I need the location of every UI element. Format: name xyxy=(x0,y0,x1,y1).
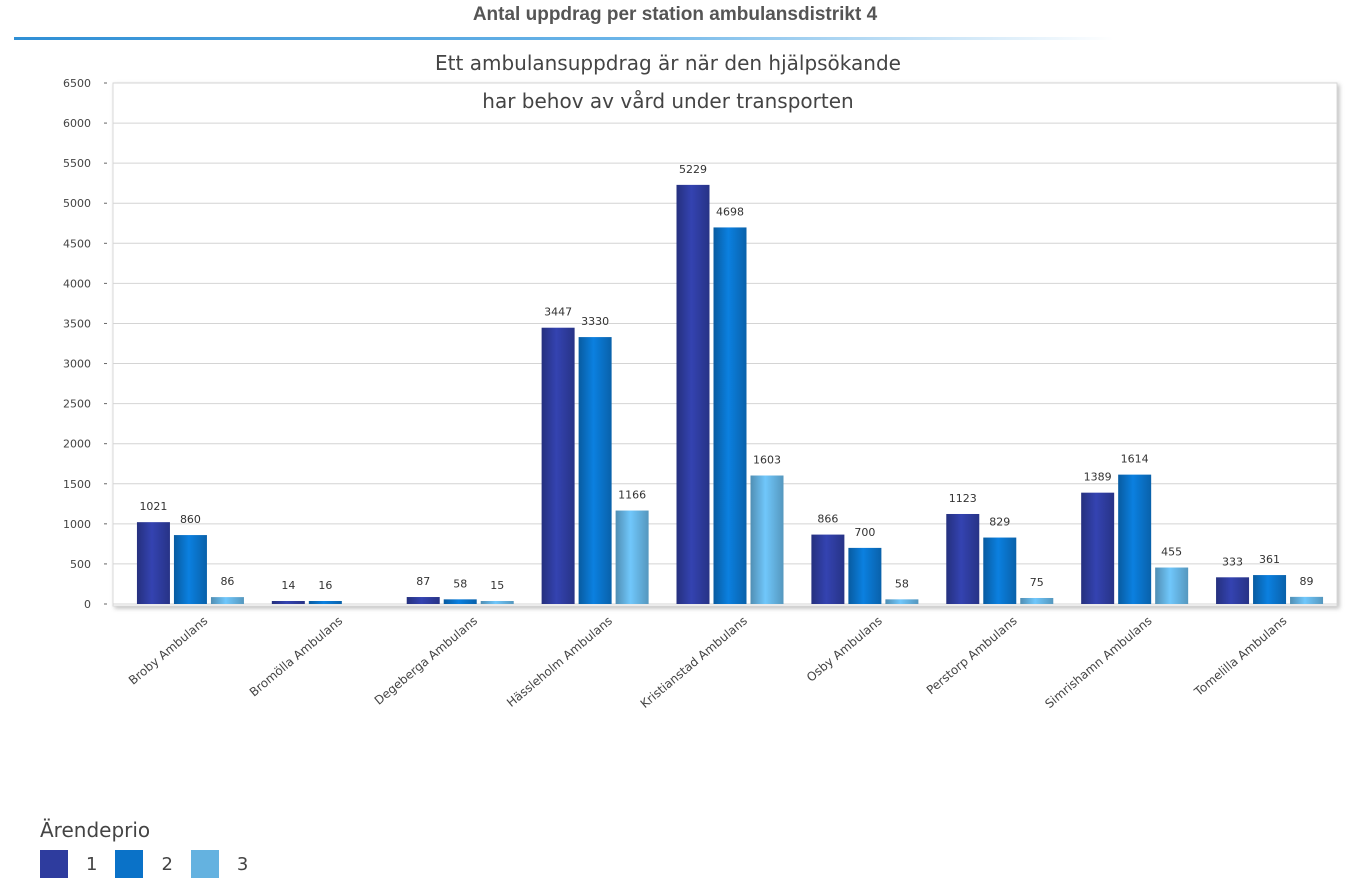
y-tick-label: 1500 xyxy=(63,478,91,491)
bar-2-0 xyxy=(173,535,207,604)
chart-title: Antal uppdrag per station ambulansdistri… xyxy=(472,4,878,25)
x-category-label: Simrishamn Ambulans xyxy=(1042,614,1154,711)
y-tick-label: 4500 xyxy=(63,237,91,250)
x-category-label: Hässleholm Ambulans xyxy=(504,614,615,710)
data-label: 16 xyxy=(318,579,332,592)
data-label: 3447 xyxy=(544,306,572,319)
data-label: 14 xyxy=(281,579,295,592)
data-label: 1021 xyxy=(139,500,167,513)
bar-2-2 xyxy=(443,599,477,604)
data-label: 455 xyxy=(1161,546,1182,559)
bar-2-6 xyxy=(983,537,1017,604)
x-category-label: Perstorp Ambulans xyxy=(924,614,1020,698)
y-tick-label: 2500 xyxy=(63,398,91,411)
bar-1-4 xyxy=(676,184,710,604)
y-axis: 0 500 1000 1500 2000 2500 3000 3500 4000 4500 5000… xyxy=(63,77,107,611)
bar-2-5 xyxy=(848,547,882,604)
data-label: 333 xyxy=(1222,555,1243,568)
bar-3-4 xyxy=(750,475,784,604)
data-label: 89 xyxy=(1300,575,1314,588)
data-label: 75 xyxy=(1030,576,1044,589)
bar-3-8 xyxy=(1290,596,1324,604)
y-tick-label: 1000 xyxy=(63,518,91,531)
data-label: 3330 xyxy=(581,315,609,328)
bar-1-6 xyxy=(946,513,980,604)
legend-label: 2 xyxy=(161,853,173,875)
data-label: 5229 xyxy=(679,163,707,176)
bar-1-7 xyxy=(1081,492,1115,604)
bar-2-4 xyxy=(713,227,747,604)
x-category-label: Bromölla Ambulans xyxy=(247,614,345,700)
legend-item-2: 2 xyxy=(115,850,173,878)
data-label: 1123 xyxy=(949,492,977,505)
title-underline xyxy=(14,37,1114,40)
data-label: 1166 xyxy=(618,489,646,502)
y-tick-label: 5500 xyxy=(63,157,91,170)
legend-title: Ärendeprio xyxy=(40,818,151,842)
data-label: 829 xyxy=(989,516,1010,529)
legend-item-3: 3 xyxy=(190,850,249,878)
bar-2-3 xyxy=(578,337,612,604)
data-label: 1389 xyxy=(1084,471,1112,484)
legend-swatch xyxy=(190,850,219,878)
y-tick-label: 5000 xyxy=(63,197,91,210)
legend-item-1: 1 xyxy=(40,850,97,878)
legend-label: 1 xyxy=(86,853,98,875)
bar-1-8 xyxy=(1216,577,1250,604)
bar-3-2 xyxy=(480,601,514,604)
bars xyxy=(136,184,1324,604)
bar-1-1 xyxy=(271,601,305,604)
data-label: 866 xyxy=(817,513,838,526)
y-tick-label: 4000 xyxy=(63,277,91,290)
y-tick-label: 2000 xyxy=(63,438,91,451)
y-tick-label: 0 xyxy=(84,598,91,611)
x-category-label: Degeberga Ambulans xyxy=(372,614,480,708)
x-category-label: Osby Ambulans xyxy=(804,614,885,685)
bar-1-0 xyxy=(136,522,170,604)
legend-label: 3 xyxy=(236,853,249,875)
y-tick-label: 6000 xyxy=(63,117,91,130)
legend: 1 2 3 xyxy=(40,850,266,878)
x-category-label: Kristianstad Ambulans xyxy=(638,614,750,711)
bar-3-5 xyxy=(885,599,919,604)
bar-3-3 xyxy=(615,510,649,604)
bar-1-2 xyxy=(406,597,440,604)
x-category-label: Broby Ambulans xyxy=(126,614,210,688)
bar-1-5 xyxy=(811,534,845,604)
bar-1-3 xyxy=(541,327,575,604)
data-label: 87 xyxy=(416,575,430,588)
y-tick-label: 500 xyxy=(70,558,91,571)
data-label: 86 xyxy=(220,575,234,588)
y-tick-label: 6500 xyxy=(63,77,91,90)
bar-2-7 xyxy=(1118,474,1152,604)
x-category-label: Tomelilla Ambulans xyxy=(1191,614,1290,700)
bar-3-6 xyxy=(1020,597,1054,604)
data-label: 4698 xyxy=(716,205,744,218)
data-labels: 1021 860 86 14 16 87 58 15 3447 3330 1166 5229 4698 1… xyxy=(139,163,1313,592)
data-label: 1603 xyxy=(753,454,781,467)
data-label: 15 xyxy=(490,579,504,592)
y-tick-label: 3500 xyxy=(63,317,91,330)
data-label: 1614 xyxy=(1121,453,1149,466)
legend-swatch xyxy=(115,850,144,878)
chart-subtitle-line-2: har behov av vård under transporten xyxy=(482,89,853,113)
bar-3-7 xyxy=(1155,567,1189,604)
y-tick-label: 3000 xyxy=(63,358,91,371)
x-axis: Broby Ambulans Bromölla Ambulans Degeberga… xyxy=(126,614,1290,711)
data-label: 860 xyxy=(180,513,201,526)
bar-2-8 xyxy=(1253,575,1287,604)
data-label: 58 xyxy=(895,577,909,590)
bar-3-0 xyxy=(210,597,244,604)
legend-swatch xyxy=(40,850,68,878)
data-label: 361 xyxy=(1259,553,1280,566)
chart-subtitle-line-1: Ett ambulansuppdrag är när den hjälpsöka… xyxy=(435,51,901,75)
bar-2-1 xyxy=(308,601,342,604)
data-label: 700 xyxy=(854,526,875,539)
data-label: 58 xyxy=(453,577,467,590)
